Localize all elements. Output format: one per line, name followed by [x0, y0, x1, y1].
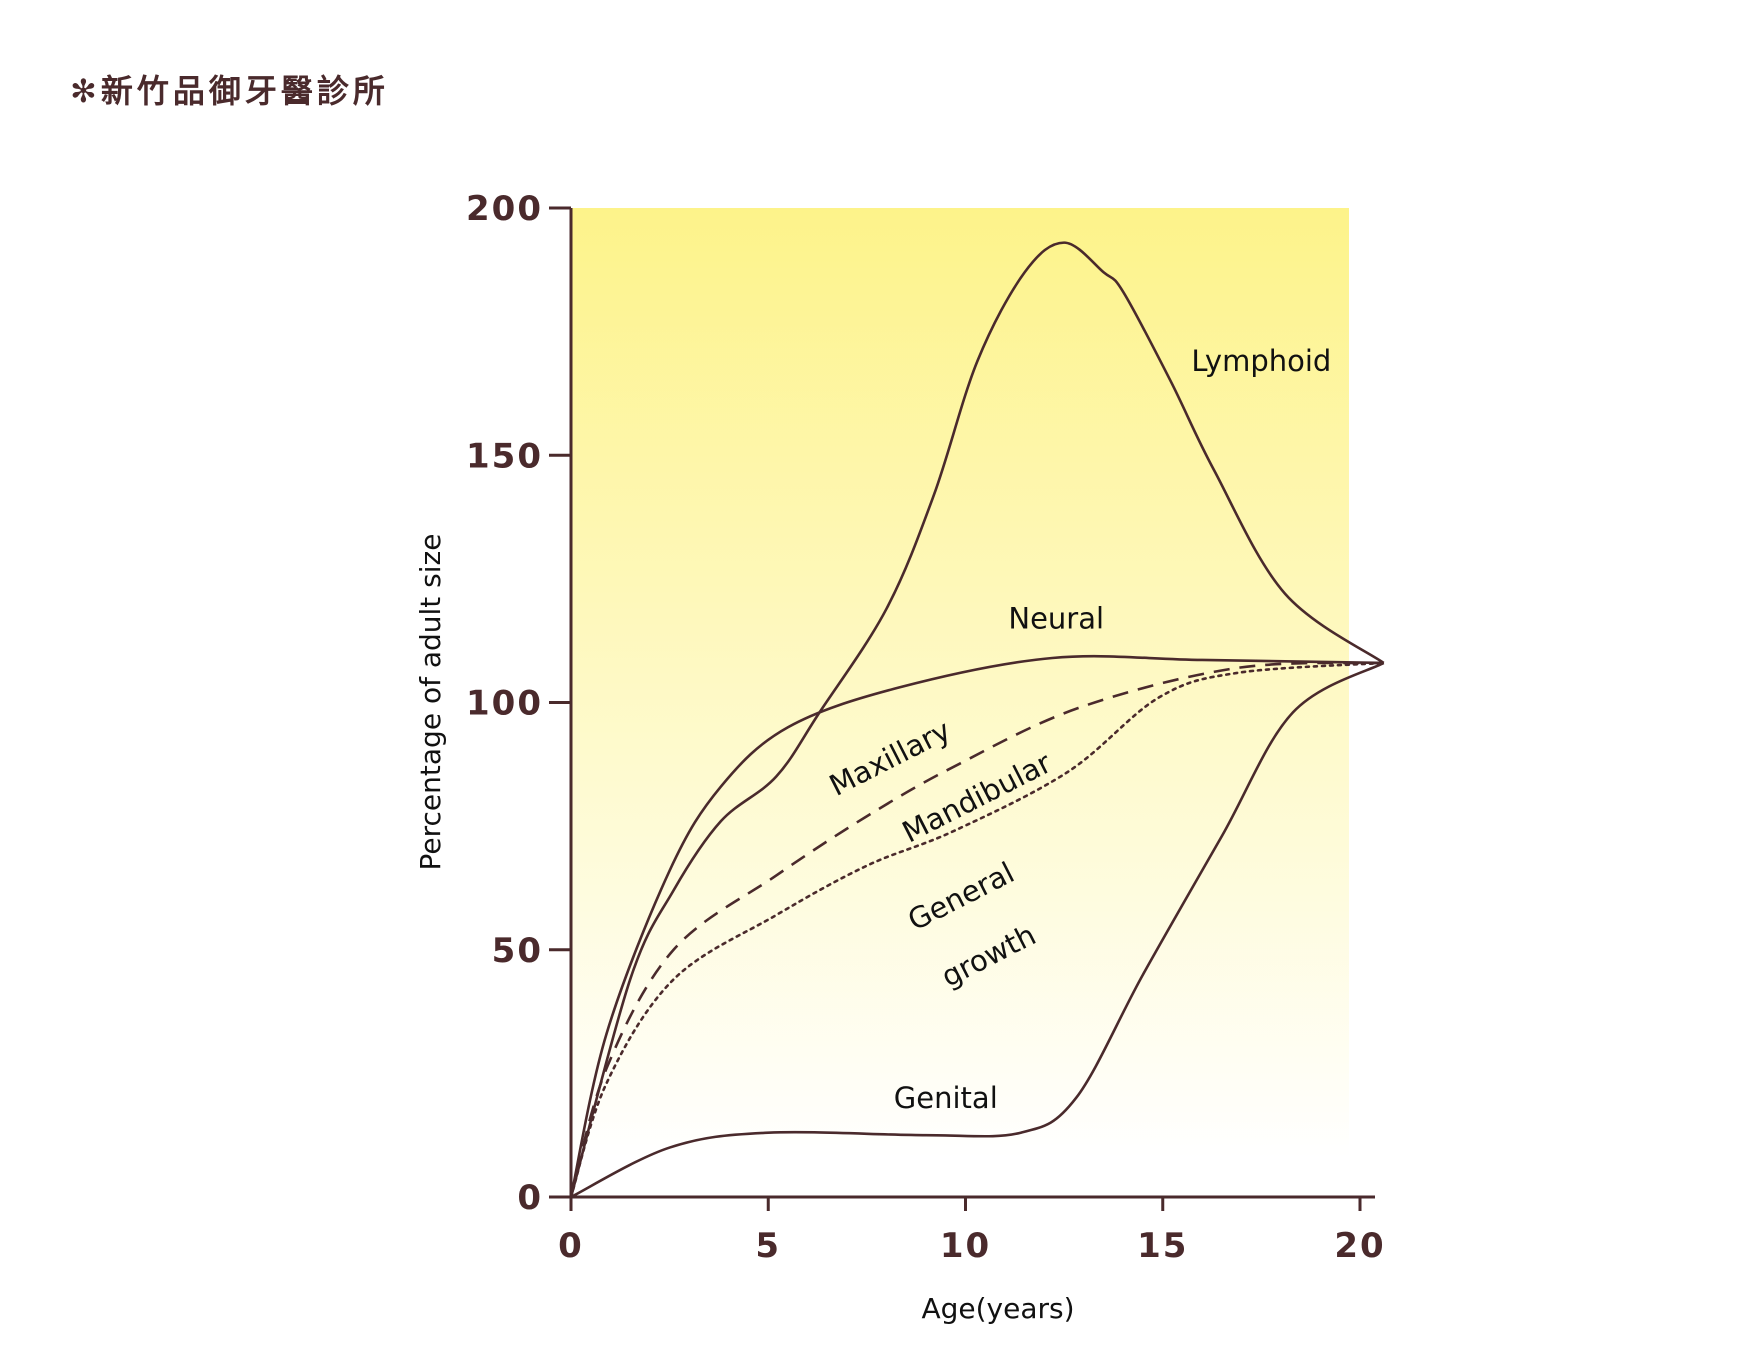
x-tick-label: 10	[940, 1226, 991, 1266]
y-tick-label: 200	[466, 189, 543, 229]
x-axis-label: Age(years)	[921, 1292, 1074, 1325]
x-tick-label: 15	[1137, 1226, 1188, 1266]
series-line-lymphoid	[569, 241, 1385, 1198]
annotation-genital: Genital	[894, 1081, 998, 1115]
annotation-lymphoid: Lymphoid	[1191, 344, 1331, 378]
series-line-genital	[570, 661, 1385, 1199]
y-tick-label: 100	[466, 684, 543, 724]
series-line-neural	[569, 654, 1384, 1198]
clinic-logo: ✻新竹品御牙醫診所	[70, 72, 389, 110]
x-tick-label: 20	[1334, 1226, 1385, 1266]
y-tick-label: 50	[492, 931, 543, 971]
y-tick-label: 0	[517, 1178, 543, 1218]
series-line-mandibular	[569, 661, 1385, 1199]
y-axis-label: Percentage of adult size	[414, 534, 447, 871]
plot-background	[571, 208, 1349, 1158]
series-line-maxillary	[569, 661, 1384, 1198]
annotation-neural: Neural	[1008, 601, 1104, 635]
x-tick-label: 0	[558, 1226, 584, 1266]
y-tick-label: 150	[466, 436, 543, 476]
x-tick-label: 5	[755, 1226, 781, 1266]
